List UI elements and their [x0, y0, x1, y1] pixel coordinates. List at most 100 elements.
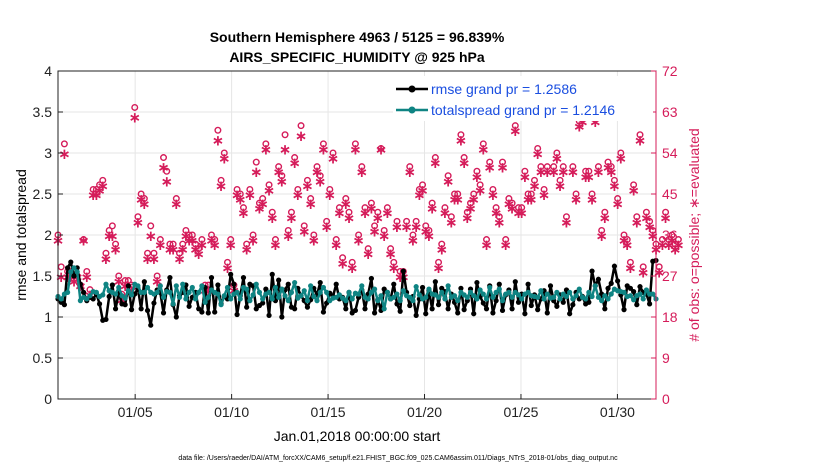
obs-evaluated-marker: ∗ [90, 186, 103, 204]
y-right-tick-label: 63 [662, 104, 678, 120]
obs-evaluated-marker: ∗ [586, 191, 599, 209]
totalspread-point [640, 296, 646, 302]
x-tick-label: 01/05 [118, 404, 153, 420]
obs-evaluated-marker: ∗ [621, 236, 634, 254]
obs-evaluated-marker: ∗ [160, 172, 173, 190]
obs-possible-marker [275, 163, 283, 171]
totalspread-point [371, 286, 378, 292]
totalspread-point [541, 296, 547, 302]
totalspread-point [260, 296, 266, 302]
totalspread-point [621, 289, 627, 295]
obs-evaluated-marker: ∗ [554, 177, 567, 195]
obs-possible-marker [188, 231, 196, 239]
rmse-point [64, 265, 71, 271]
totalspread-point [435, 294, 442, 300]
obs-possible-marker [460, 154, 468, 162]
obs-possible-marker [179, 240, 187, 248]
obs-evaluated-marker: ∗ [263, 181, 276, 199]
obs-possible-marker [150, 249, 158, 257]
rmse-point [480, 300, 486, 306]
obs-possible-marker [137, 190, 145, 198]
data-file-footnote: data file: /Users/raeder/DAI/ATM_forcXX/… [178, 455, 618, 462]
totalspread-point [442, 296, 448, 302]
obs-possible-marker [614, 195, 622, 203]
rmse-point [173, 314, 179, 320]
obs-possible-marker [390, 258, 398, 266]
obs-possible-marker [572, 190, 580, 198]
totalspread-point [397, 298, 403, 304]
rmse-point [279, 314, 285, 320]
obs-evaluated-marker: ∗ [272, 163, 285, 181]
rmse-point [317, 279, 323, 286]
totalspread-point [324, 289, 330, 295]
obs-possible-marker [467, 199, 475, 207]
obs-evaluated-marker: ∗ [308, 232, 321, 250]
rmse-point [381, 286, 387, 292]
totalspread-point [595, 294, 602, 300]
obs-evaluated-marker: ∗ [637, 263, 650, 281]
obs-evaluated-marker: ∗ [615, 150, 628, 168]
obs-evaluated-marker: ∗ [208, 236, 221, 254]
obs-evaluated-marker: ∗ [336, 254, 349, 272]
rmse-point [128, 307, 135, 313]
totalspread-point [93, 289, 99, 295]
y-left-tick-label: 2.5 [33, 186, 53, 202]
totalspread-point [244, 286, 250, 292]
rmse-point [215, 282, 221, 288]
rmse-point [71, 273, 77, 279]
totalspread-point [279, 286, 285, 292]
totalspread-point [301, 288, 307, 294]
obs-evaluated-marker: ∗ [186, 232, 199, 250]
totalspread-point [365, 296, 371, 302]
obs-possible-marker [403, 217, 411, 225]
obs-evaluated-marker: ∗ [234, 191, 247, 209]
rmse-point [109, 282, 115, 288]
obs-possible-marker [518, 204, 526, 212]
obs-possible-marker [454, 190, 462, 198]
totalspread-point [224, 284, 231, 291]
obs-possible-marker [115, 272, 123, 280]
obs-possible-marker [342, 195, 350, 203]
rmse-point [151, 300, 157, 306]
rmse-point [103, 316, 109, 323]
totalspread-point [627, 293, 634, 299]
y-right-tick-label: 9 [662, 350, 670, 366]
obs-evaluated-marker: ∗ [583, 168, 596, 186]
rmse-point [535, 307, 541, 313]
y-left-tick-label: 2 [44, 227, 52, 243]
obs-possible-marker [131, 103, 139, 111]
obs-evaluated-marker: ∗ [499, 236, 512, 254]
totalspread-point [288, 289, 295, 295]
rmse-point [512, 279, 518, 285]
obs-possible-marker [431, 154, 439, 162]
y-left-tick-label: 1 [44, 309, 52, 325]
rmse-point [362, 306, 368, 312]
obs-evaluated-marker: ∗ [298, 222, 311, 240]
obs-evaluated-marker: ∗ [490, 204, 503, 222]
obs-evaluated-marker: ∗ [448, 191, 461, 209]
obs-evaluated-marker: ∗ [128, 109, 141, 127]
obs-possible-marker [550, 163, 558, 171]
rmse-point [608, 280, 614, 286]
legend: rmse grand pr = 1.2586 totalspread grand… [393, 76, 653, 121]
obs-possible-marker [556, 176, 564, 184]
obs-possible-marker [89, 185, 97, 193]
y-right-tick-label: 18 [662, 309, 678, 325]
obs-possible-marker [182, 226, 190, 234]
obs-possible-marker [665, 236, 673, 244]
rmse-point [285, 281, 291, 287]
obs-evaluated-marker: ∗ [579, 168, 592, 186]
obs-evaluated-marker: ∗ [643, 218, 656, 236]
obs-evaluated-marker: ∗ [231, 186, 244, 204]
obs-possible-marker [259, 195, 267, 203]
totalspread-point [544, 291, 550, 297]
obs-evaluated-marker: ∗ [320, 218, 333, 236]
rmse-point [394, 301, 400, 307]
y-axis-left: 0 0.5 1 1.5 2 2.5 3 3.5 4 [33, 63, 63, 407]
obs-possible-marker [307, 195, 315, 203]
obs-possible-marker [364, 245, 372, 253]
obs-possible-marker [473, 167, 481, 175]
totalspread-point [173, 283, 179, 289]
obs-possible-marker [559, 163, 567, 171]
rmse-point [429, 306, 435, 312]
